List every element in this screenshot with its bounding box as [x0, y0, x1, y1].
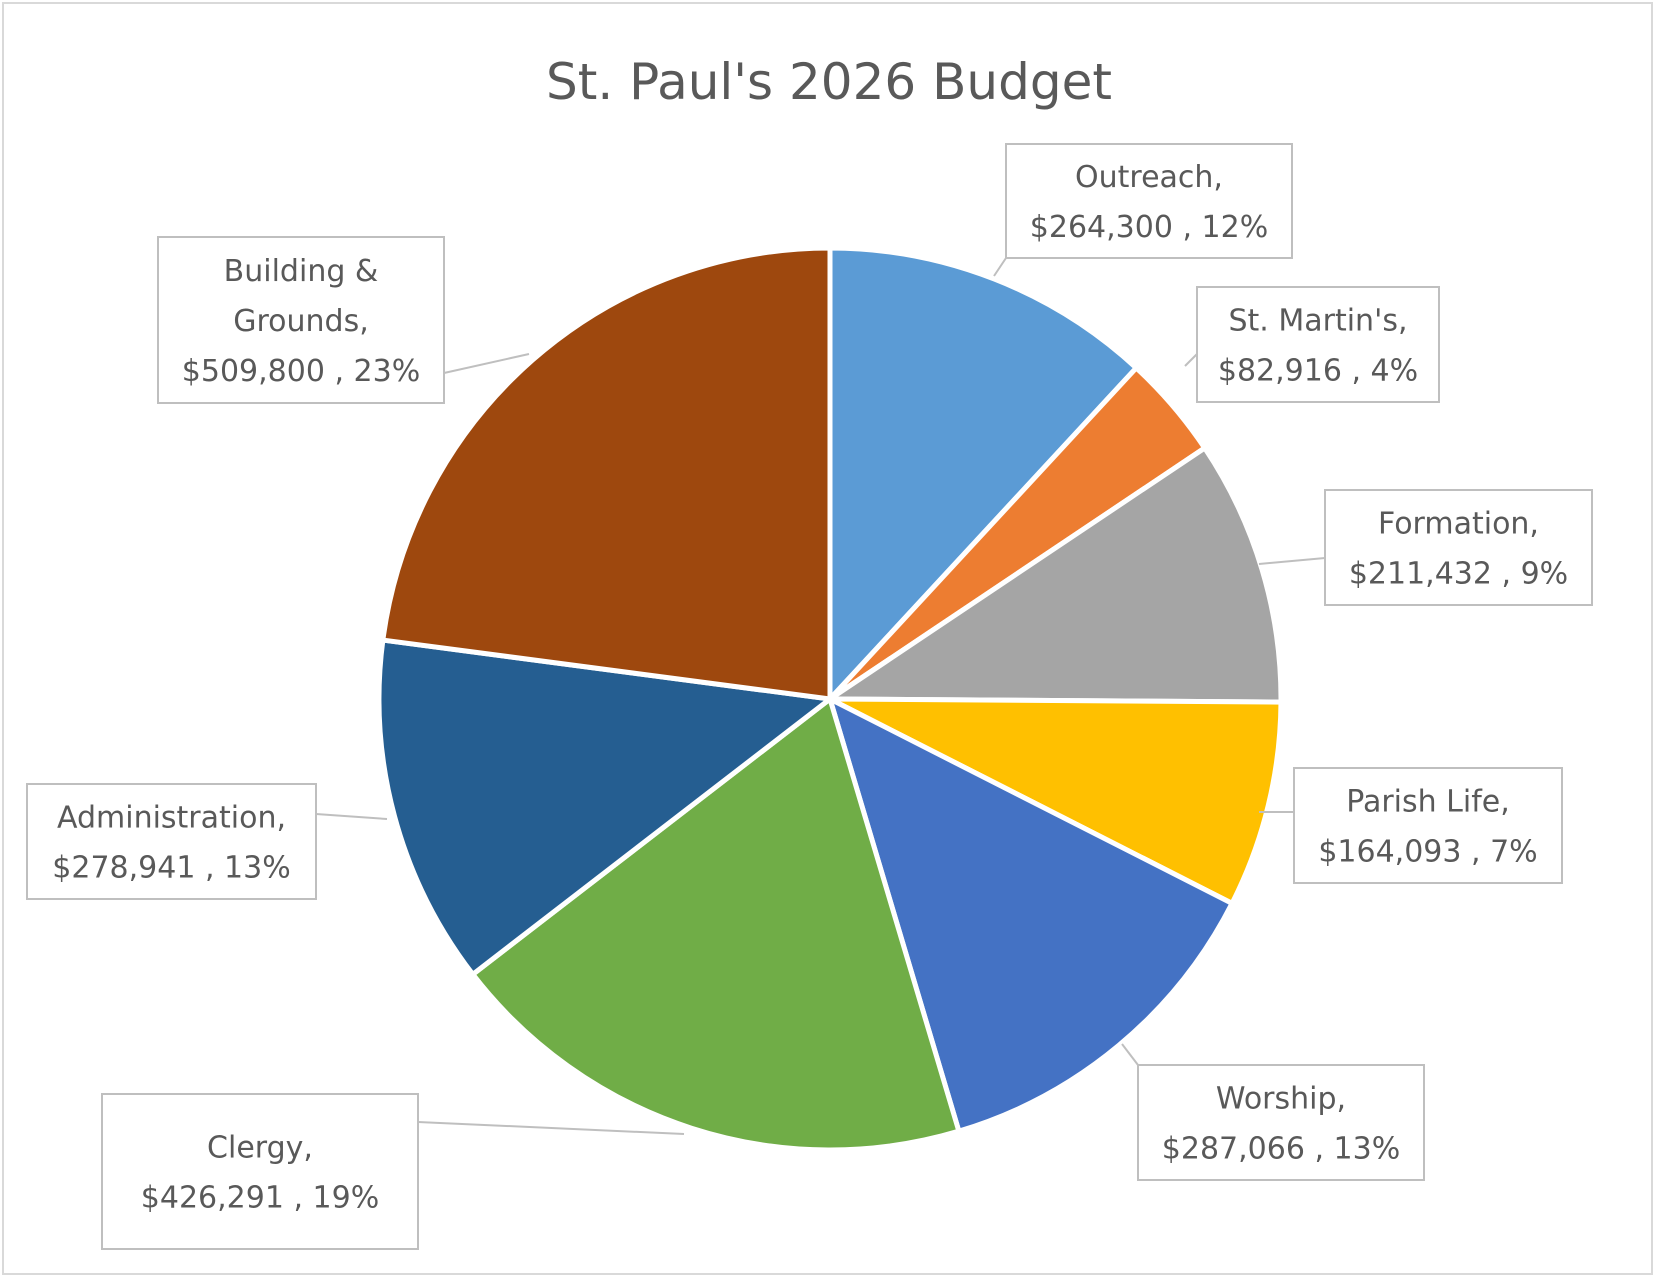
- pie-slices: [376, 245, 1284, 1153]
- data-label-administration: Administration, $278,941 , 13%: [52, 801, 290, 886]
- data-label-value: $278,941 , 13%: [52, 851, 290, 886]
- pie-slice-clergy: [470, 696, 962, 1153]
- leader-line-administration: [315, 813, 388, 820]
- leader-line-st-martin-s: [1184, 353, 1198, 367]
- leader-line-outreach: [993, 257, 1007, 277]
- data-label-box-administration: [26, 783, 317, 900]
- data-labels: Outreach, $264,300 , 12% St. Martin's, $82,…: [26, 143, 1593, 1250]
- data-label-building-grounds: Building & Grounds, $509,800 , 23%: [182, 254, 420, 389]
- data-label-box-st-martin-s: [1196, 286, 1440, 403]
- data-label-box-outreach: [1005, 143, 1293, 259]
- leader-line-clergy: [417, 1121, 685, 1135]
- data-label-name: Clergy,: [207, 1131, 313, 1166]
- data-label-st-martin-s: St. Martin's, $82,916 , 4%: [1218, 304, 1418, 389]
- leader-lines: [315, 257, 1326, 1135]
- pie-slice-formation: [827, 445, 1284, 705]
- data-label-box-parish-life: [1293, 767, 1563, 884]
- data-label-name: Building &: [224, 254, 379, 289]
- data-label-box-formation: [1324, 489, 1593, 606]
- leader-line-worship: [1121, 1043, 1139, 1066]
- chart-title: St. Paul's 2026 Budget: [546, 53, 1112, 111]
- data-label-name: Grounds,: [233, 304, 369, 339]
- data-label-value: $211,432 , 9%: [1349, 557, 1568, 592]
- leader-line-building-grounds: [443, 353, 530, 374]
- pie-slice-administration: [376, 637, 833, 977]
- leader-line-formation: [1258, 557, 1326, 565]
- pie-slice-parish-life: [827, 696, 1284, 906]
- data-label-outreach: Outreach, $264,300 , 12%: [1030, 160, 1268, 245]
- data-label-box-clergy: [101, 1093, 419, 1250]
- pie-slice-outreach: [827, 245, 1139, 702]
- data-label-value: $287,066 , 13%: [1162, 1132, 1400, 1167]
- data-label-name: Administration,: [57, 801, 286, 836]
- data-label-name: Worship,: [1216, 1082, 1346, 1117]
- data-label-clergy: Clergy, $426,291 , 19%: [141, 1131, 379, 1216]
- data-label-value: $509,800 , 23%: [182, 354, 420, 389]
- data-label-value: $82,916 , 4%: [1218, 354, 1418, 389]
- data-label-parish-life: Parish Life, $164,093 , 7%: [1318, 785, 1537, 870]
- data-label-name: St. Martin's,: [1228, 304, 1407, 339]
- pie-chart: St. Paul's 2026 Budget Outreach, $264,300…: [26, 53, 1593, 1250]
- data-label-name: Outreach,: [1075, 160, 1223, 195]
- data-label-name: Formation,: [1378, 507, 1539, 542]
- data-label-value: $164,093 , 7%: [1318, 835, 1537, 870]
- data-label-box-worship: [1137, 1064, 1425, 1181]
- data-label-name: Parish Life,: [1346, 785, 1510, 820]
- data-label-formation: Formation, $211,432 , 9%: [1349, 507, 1568, 592]
- data-label-value: $264,300 , 12%: [1030, 210, 1268, 245]
- data-label-value: $426,291 , 19%: [141, 1181, 379, 1216]
- pie-slice-building-grounds: [380, 245, 833, 702]
- data-label-box-building-grounds: [157, 236, 445, 404]
- pie-slice-worship: [827, 696, 1235, 1134]
- data-label-worship: Worship, $287,066 , 13%: [1162, 1082, 1400, 1167]
